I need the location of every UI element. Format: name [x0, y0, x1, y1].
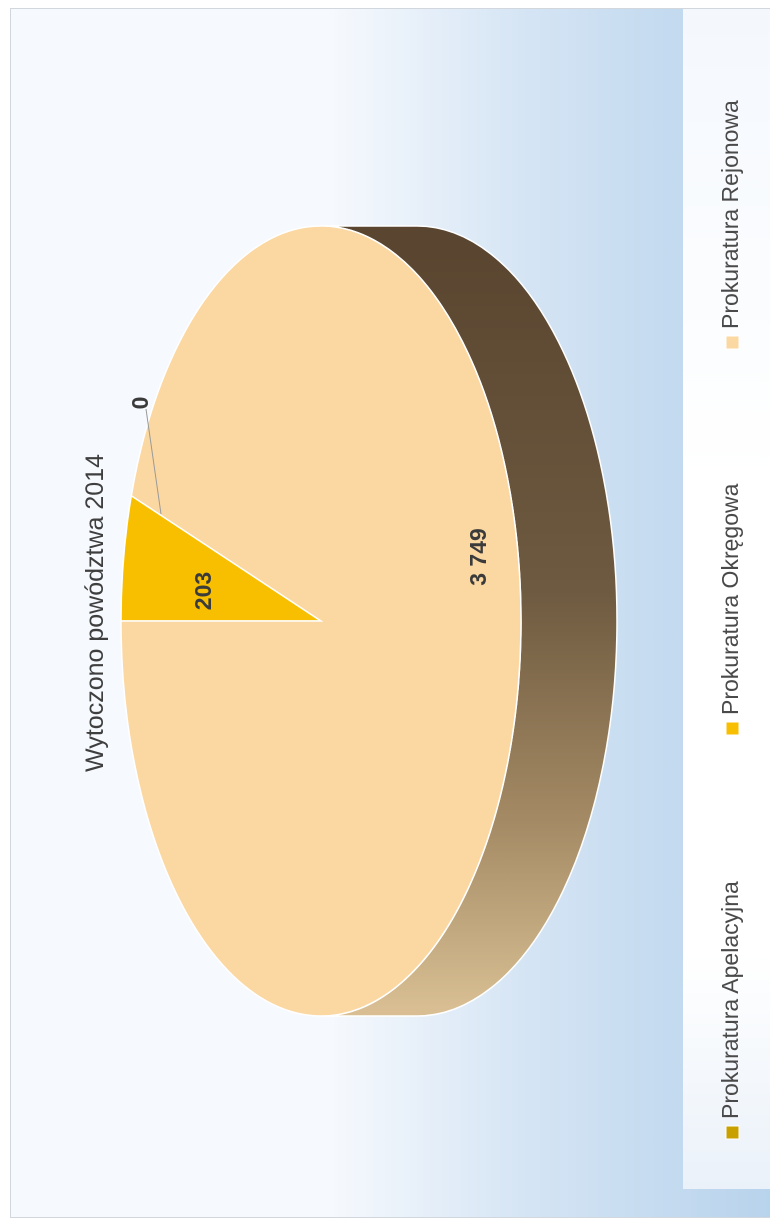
- legend-item: Prokuratura Apelacyjna: [717, 881, 743, 1140]
- legend-swatch: [725, 335, 740, 350]
- data-label-apelacyjna: 0: [127, 397, 153, 410]
- legend: Prokuratura Apelacyjna Prokuratura Okręgo…: [717, 100, 743, 1140]
- legend-label: Prokuratura Rejonowa: [717, 100, 743, 329]
- legend-swatch: [725, 1125, 740, 1140]
- legend-background: [683, 9, 770, 1189]
- legend-swatch: [725, 721, 740, 736]
- pie-slice-prokuratura-rejonowa: [120, 225, 522, 1017]
- data-labels: 0 203 3 749: [127, 397, 491, 611]
- legend-label: Prokuratura Okręgowa: [717, 483, 743, 715]
- chart-area: Wytoczono powództwa 2014 0 203 3 749 Proku…: [10, 8, 770, 1218]
- data-label-rejonowa: 3 749: [465, 528, 491, 586]
- legend-label: Prokuratura Apelacyjna: [717, 881, 743, 1119]
- data-label-okregowa: 203: [190, 572, 216, 610]
- legend-item: Prokuratura Okręgowa: [717, 483, 743, 736]
- chart-title: Wytoczono powództwa 2014: [81, 454, 109, 772]
- legend-item: Prokuratura Rejonowa: [717, 100, 743, 350]
- pie-group: [120, 225, 618, 1017]
- pie-chart: Wytoczono powództwa 2014 0 203 3 749 Proku…: [81, 100, 743, 1140]
- leader-line: [145, 408, 162, 515]
